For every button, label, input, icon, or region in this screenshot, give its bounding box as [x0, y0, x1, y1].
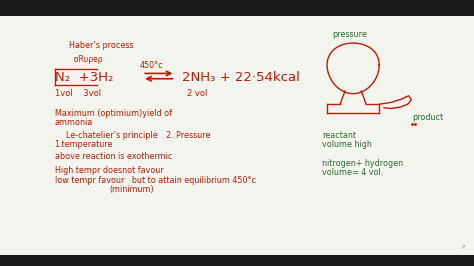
- Text: 1vol    3vol: 1vol 3vol: [55, 89, 100, 98]
- Text: volume= 4 vol.: volume= 4 vol.: [322, 168, 383, 177]
- Text: ↗: ↗: [460, 244, 465, 250]
- Text: ʊRυρeρ: ʊRυρeρ: [69, 55, 102, 64]
- Text: High tempr doesnot favour: High tempr doesnot favour: [55, 166, 163, 175]
- Text: N₂  +3H₂: N₂ +3H₂: [55, 71, 113, 84]
- Text: low tempr favour   but to attain equilibrium 450°c: low tempr favour but to attain equilibri…: [55, 176, 255, 185]
- Text: 2NH₃ + 22·54kcal: 2NH₃ + 22·54kcal: [182, 71, 301, 84]
- Text: Le-chatelier’s principle: Le-chatelier’s principle: [66, 131, 158, 140]
- FancyBboxPatch shape: [0, 16, 474, 255]
- Text: 1.temperature: 1.temperature: [55, 140, 113, 149]
- Text: above reaction is exothermic: above reaction is exothermic: [55, 152, 172, 161]
- Text: Haber’s process: Haber’s process: [69, 41, 133, 50]
- Text: product: product: [412, 113, 444, 122]
- Text: reactant: reactant: [322, 131, 356, 140]
- Text: (minimum): (minimum): [109, 185, 154, 194]
- Text: ammonia: ammonia: [55, 118, 93, 127]
- Text: 2 vol: 2 vol: [187, 89, 208, 98]
- Text: pressure: pressure: [332, 30, 367, 39]
- Text: Maximum (optimium)yield of: Maximum (optimium)yield of: [55, 109, 172, 118]
- Text: volume high: volume high: [322, 140, 372, 149]
- Text: 450°c: 450°c: [140, 61, 164, 70]
- Text: nitrogen+ hydrogen: nitrogen+ hydrogen: [322, 159, 403, 168]
- Text: 2. Pressure: 2. Pressure: [166, 131, 210, 140]
